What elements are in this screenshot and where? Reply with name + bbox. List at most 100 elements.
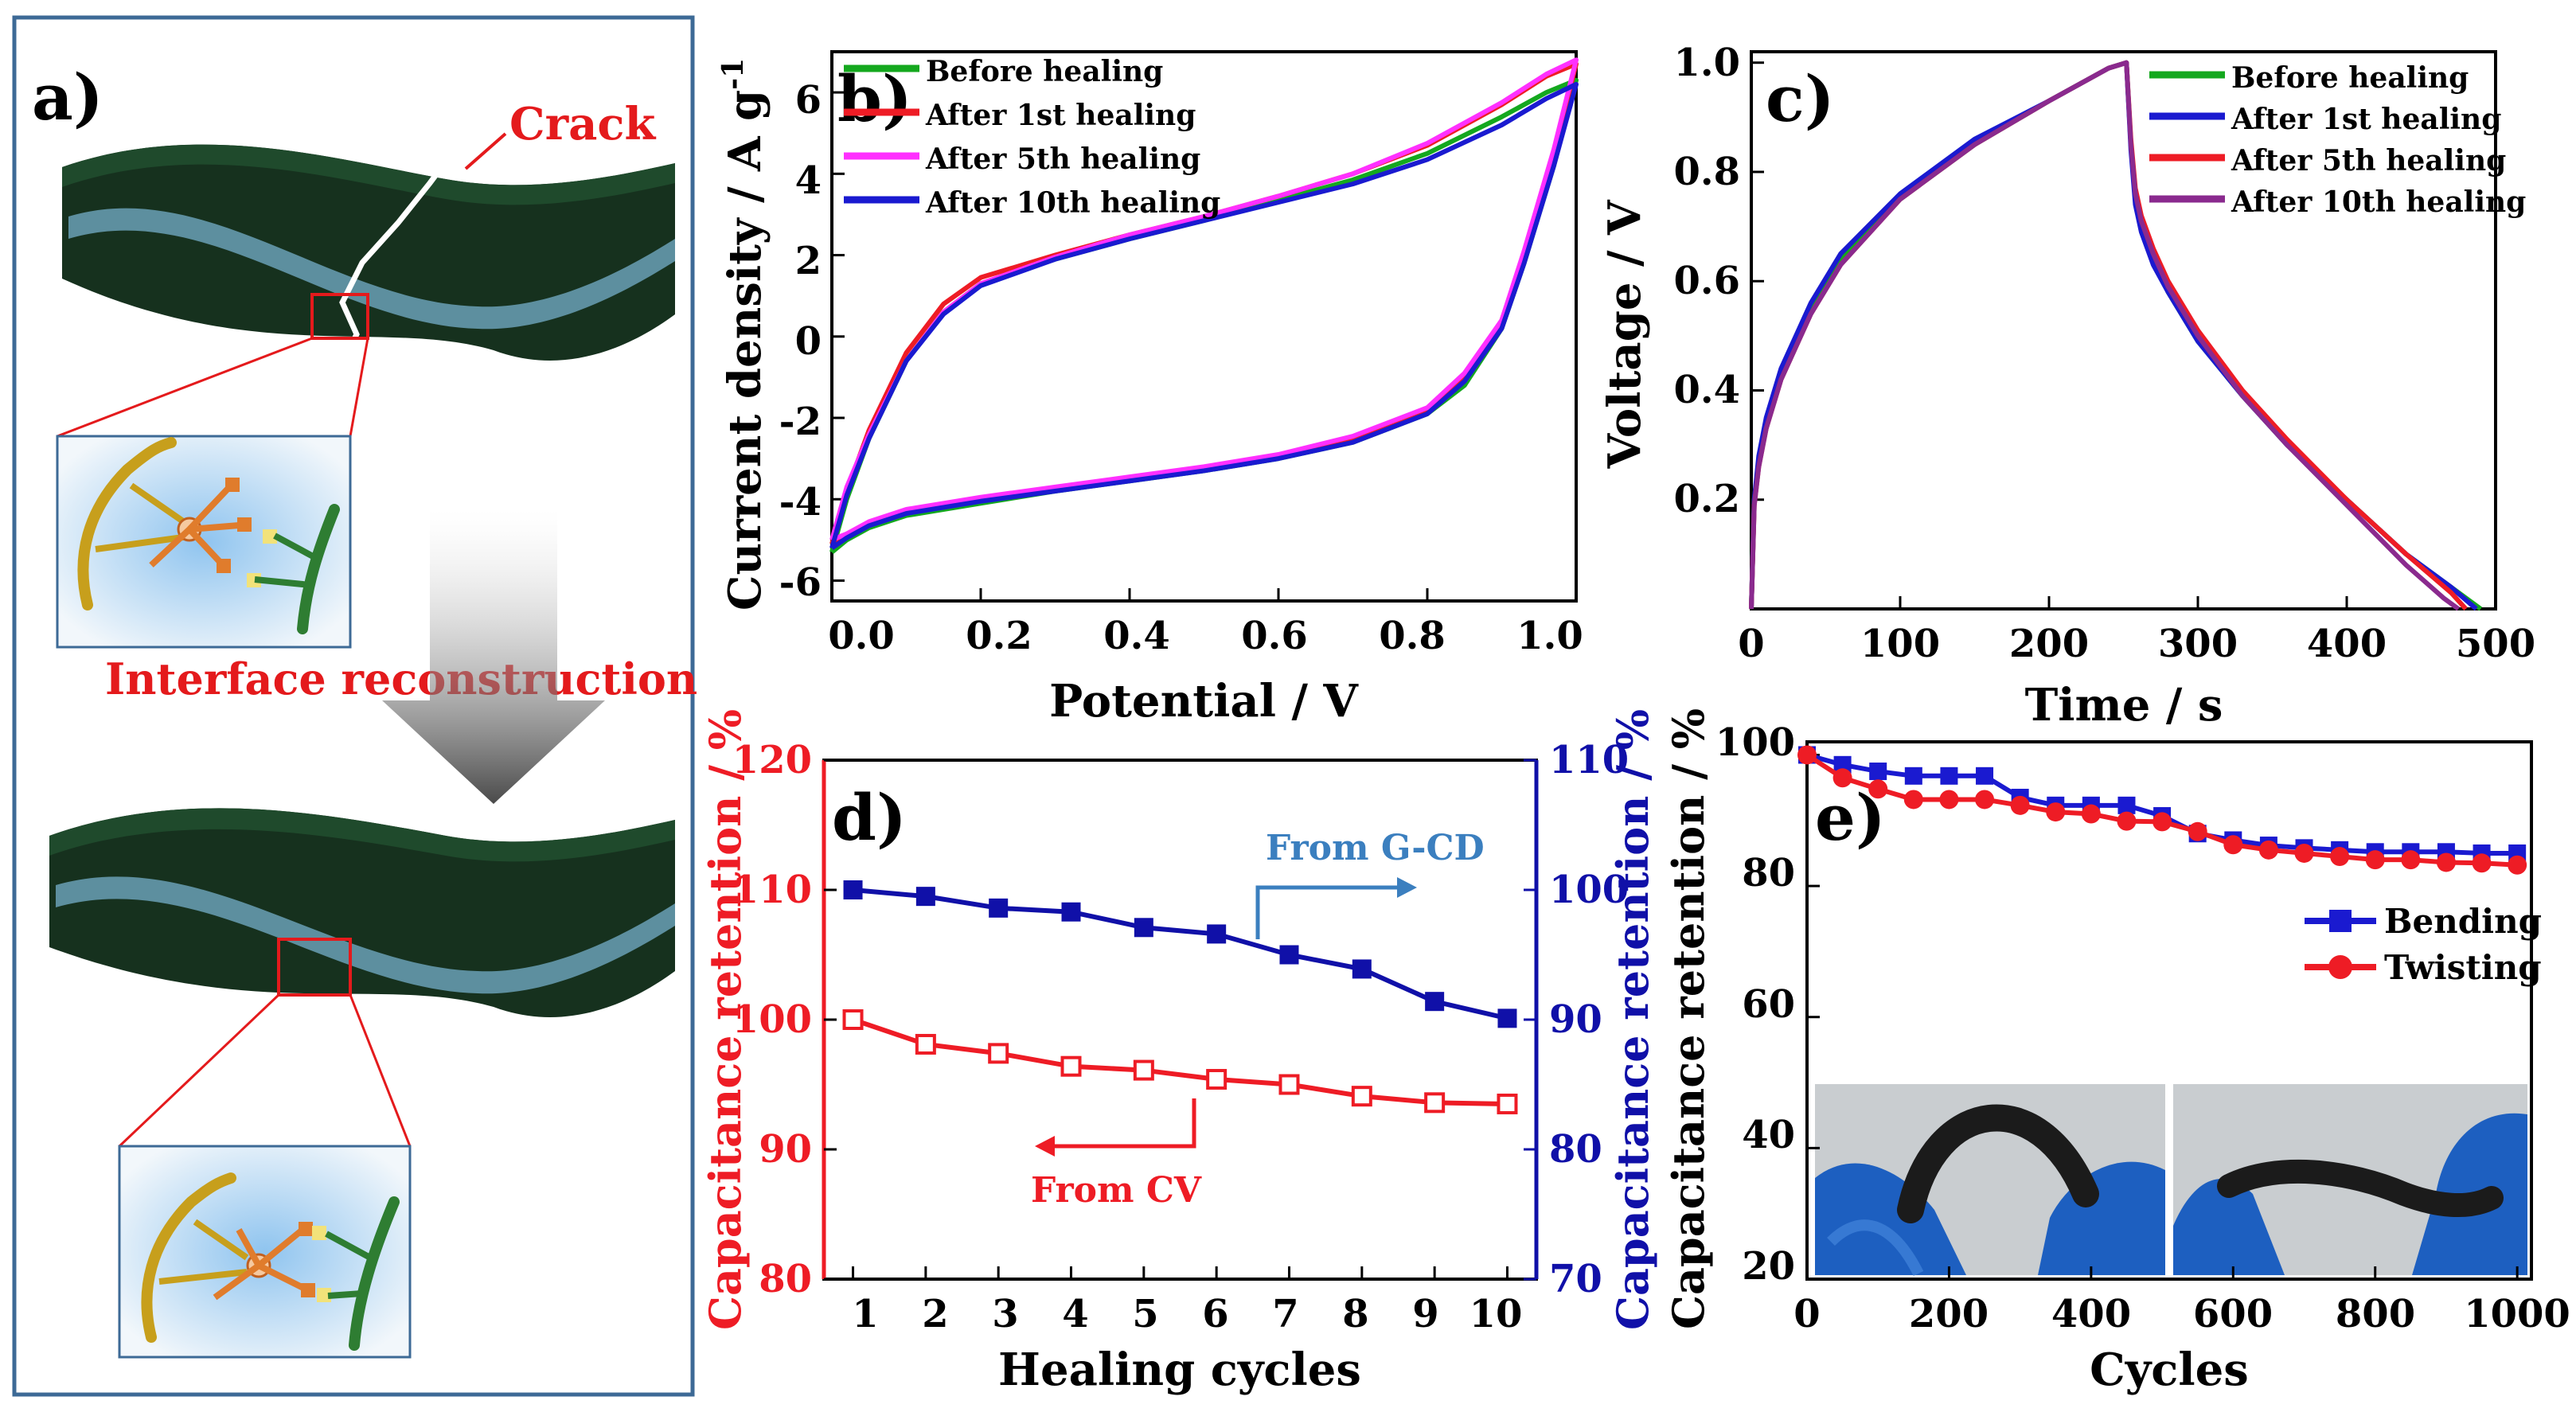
data-point	[915, 1033, 936, 1055]
panel-d-ytick-left-label: 120	[732, 738, 812, 782]
panel-e-xtick-label: 0	[1793, 1292, 1820, 1336]
panel-b-legend-item: Before healing	[844, 55, 1163, 88]
panel-d-xtick-label: 7	[1272, 1292, 1298, 1336]
from-gcd-annotation: From G-CD	[1255, 828, 1485, 939]
panel-b-xtick-label: 0.0	[828, 614, 895, 658]
panel-e-xtick-label: 1000	[2464, 1292, 2570, 1336]
panel-c-plot-frame	[1750, 50, 2497, 611]
panel-d-ytick-right-label: 80	[1549, 1127, 1602, 1172]
panel-e-legend: Bending Twisting	[2305, 902, 2542, 987]
crack-label: Crack	[509, 98, 656, 150]
panel-d-yticks-right: 70 80 90 100 110	[1549, 738, 1629, 1301]
legend-label: Before healing	[926, 55, 1163, 88]
data-point	[988, 1043, 1009, 1064]
series-line	[1749, 60, 2461, 611]
panel-b-legend-item: After 10th healing	[844, 186, 1220, 220]
panel-e-yticks: 20 40 60 80 100	[1715, 720, 1795, 1289]
data-point	[842, 1009, 864, 1030]
panel-c-ytick-label: 1.0	[1673, 41, 1740, 85]
from-gcd-arrow	[1255, 885, 1401, 939]
data-point	[2117, 811, 2137, 831]
data-point	[1351, 1086, 1372, 1107]
data-point	[2401, 850, 2421, 870]
panel-b-ytick-label: 6	[795, 78, 822, 123]
panel-e-xticks: 0 200 400 600 800 1000	[1793, 1292, 2570, 1336]
data-point	[1133, 1059, 1154, 1081]
panel-b-xtick: 1.0	[1516, 614, 1583, 658]
crack-zoom-box	[310, 293, 369, 340]
data-point	[1278, 1074, 1300, 1095]
panel-c-xtick-label: 0	[1738, 622, 1764, 666]
panel-b-ytick-label: 2	[795, 239, 822, 283]
data-point	[1207, 924, 1227, 944]
data-point	[2294, 843, 2314, 863]
data-point	[2081, 804, 2101, 824]
data-point	[1206, 1068, 1228, 1090]
legend-label: After 5th healing	[925, 142, 1200, 176]
panel-b-xtick: 0.2	[966, 614, 1032, 658]
legend-label: Bending	[2384, 902, 2542, 941]
data-point	[1975, 790, 1995, 809]
panel-d-xtick-label: 8	[1342, 1292, 1368, 1336]
panel-c-ytick-label: 0.6	[1673, 259, 1740, 303]
panel-d-ylabel-left: Capacitance retention / %	[700, 709, 751, 1330]
panel-b-ylabel-sup: -1	[716, 58, 750, 90]
panel-e-xtick-label: 800	[2336, 1292, 2415, 1336]
data-point	[1939, 790, 1959, 809]
panel-b-series	[829, 57, 1579, 601]
data-point	[1903, 790, 1923, 809]
panel-c-xtick-label: 300	[2158, 622, 2238, 666]
interface-molecule-healed-inset-icon	[118, 1145, 412, 1359]
down-arrow-icon	[382, 509, 605, 804]
panel-c-ytick-label: 0.4	[1673, 368, 1740, 412]
panel-a-label: a)	[32, 60, 103, 135]
data-point	[1279, 945, 1299, 965]
legend-marker	[2329, 910, 2352, 932]
series-line	[829, 81, 1579, 551]
panel-c-series	[1749, 60, 2497, 611]
panel-c-xtick-label: 100	[1860, 622, 1940, 666]
data-point	[1940, 767, 1958, 785]
panel-e-xtick-label: 400	[2051, 1292, 2131, 1336]
data-point	[1832, 768, 1852, 788]
bending-photo-icon	[1815, 1084, 2165, 1277]
panel-c-legend-item: Before healing	[2149, 61, 2469, 95]
data-point	[2046, 802, 2066, 822]
data-point	[1976, 767, 1994, 785]
series-line	[853, 888, 1509, 1021]
data-point	[1797, 745, 1817, 765]
panel-b-xtick-label: 0.6	[1241, 614, 1308, 658]
from-cv-arrowhead	[1035, 1136, 1055, 1157]
panel-d-xtick-label: 6	[1202, 1292, 1228, 1336]
panel-d-series	[824, 759, 1536, 1281]
data-point	[1497, 1093, 1518, 1114]
panel-d-xtick-label: 10	[1469, 1292, 1523, 1336]
panel-d-ylabel-right: Capacitance retention / %	[1607, 709, 1658, 1330]
panel-d-xtick-label: 5	[1132, 1292, 1158, 1336]
panel-b-xtick-label: 0.2	[966, 614, 1032, 658]
data-point	[1061, 902, 1081, 922]
panel-d-xtick-label: 1	[852, 1292, 878, 1336]
interface-molecule-inset-icon	[56, 435, 352, 649]
panel-c-yticks: 0.2 0.4 0.6 0.8 1.0	[1673, 41, 1740, 521]
panel-b-ytick-label: -4	[779, 480, 822, 525]
layered-device-healed-icon	[49, 808, 675, 1148]
data-point	[1904, 767, 1922, 785]
data-point	[2365, 850, 2385, 870]
legend-label: After 1st healing	[925, 99, 1196, 132]
panel-c-legend-item: After 5th healing	[2149, 144, 2506, 178]
interface-zoom-box	[277, 938, 352, 997]
data-point	[2472, 853, 2492, 873]
legend-label: After 5th healing	[2231, 144, 2506, 178]
panel-b-ytick-label: 0	[795, 319, 822, 364]
panel-b-ylabel-main: Current density / A g	[719, 90, 771, 611]
panel-e-xlabel: Cycles	[2090, 1344, 2249, 1396]
data-point	[2117, 796, 2136, 814]
panel-d-ytick-left-label: 110	[732, 868, 812, 912]
from-gcd-label: From G-CD	[1266, 828, 1485, 868]
panel-e-ytick-label: 60	[1742, 982, 1795, 1027]
panel-e-plot-frame	[1805, 740, 2533, 1281]
panel-b-legend: Before healing After 1st healing After 5…	[844, 55, 1220, 220]
panel-b: 0.0 0.2 0.4 0.6 0.8 1.0 -6 -4 -2 0 2 4 6…	[716, 50, 1583, 728]
